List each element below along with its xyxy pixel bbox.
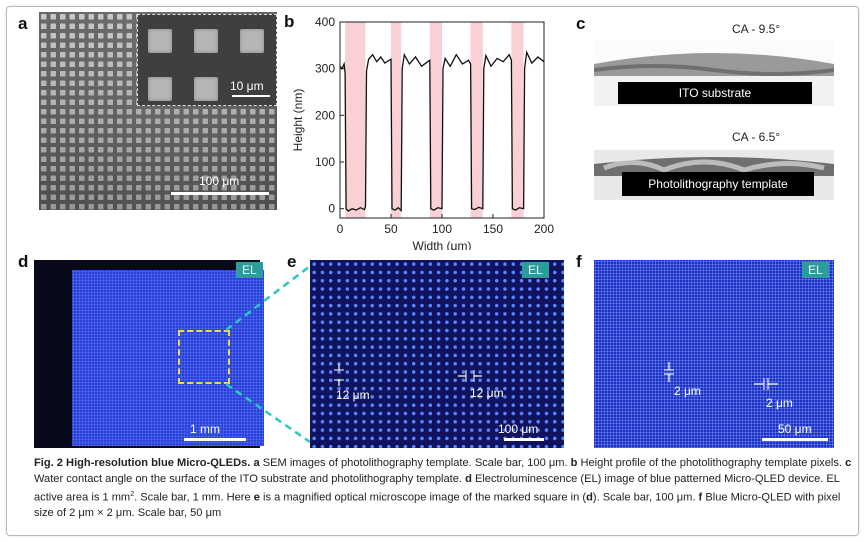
droplet-bottom [594,157,834,176]
highlight-band [511,22,524,218]
e-scale-label: 100 μm [498,422,539,436]
e-pixel-width: 12 μm [470,386,504,400]
e-measure-marks [334,364,482,386]
x-tick-label: 50 [384,222,398,236]
panel-label-b: b [284,12,295,31]
contact-angle-top: CA - 9.5° [732,22,781,36]
inset-pixel [240,29,264,53]
highlight-band [429,22,442,218]
el-badge-f: EL [802,262,829,278]
f-pixel-width: 2 μm [766,396,793,410]
caption-ref-d: d [586,491,593,504]
e-scale-bar [504,438,544,441]
caption-letter-c: c [845,457,852,469]
y-tick-label: 300 [315,62,335,76]
y-tick-label: 400 [315,15,335,29]
x-axis-label: Width (μm) [413,239,472,250]
el-image-2um: EL 2 μm 2 μm 50 μm [594,260,834,448]
caption-text-e: is a magnified optical microscope image … [259,491,587,504]
caption-fig-title: Fig. 2 High-resolution blue Micro-QLEDs. [34,457,251,469]
y-tick-label: 200 [315,108,335,122]
sem-scale-bar [171,192,269,195]
d-scale-label: 1 mm [190,422,220,436]
height-profile-line [339,50,545,212]
caption-text-a: SEM images of photolithography template.… [259,457,571,469]
inset-pixel [194,77,218,101]
x-tick-label: 100 [432,222,452,236]
inset-pixel [194,29,218,53]
caption-text-d2: . Scale bar, 1 mm. Here [134,491,254,504]
template-substrate: Photolithography template [622,172,814,196]
e-pixel-height: 12 μm [336,388,370,402]
figure-caption: Fig. 2 High-resolution blue Micro-QLEDs.… [34,456,852,522]
el-image-device: EL 1 mm [34,260,264,448]
height-profile-chart: 0 50 100 150 200 0 100 200 300 400 Width (μm) Heigh… [291,15,554,250]
f-pixel-height: 2 μm [674,384,701,398]
y-tick-label: 100 [315,155,335,169]
caption-text-c: Water contact angle on the surface of th… [34,472,466,485]
highlight-band [345,22,366,218]
el-badge-d: EL [236,262,263,278]
f-measure-marks [664,362,778,390]
y-tick-label: 0 [328,202,335,216]
y-axis-label: Height (nm) [291,89,305,152]
caption-text-d: Electroluminescence (EL) image of blue p… [34,472,840,504]
inset-scale-label: 10 μm [230,79,264,93]
contact-angle-bottom: CA - 6.5° [732,130,781,144]
caption-letter-f: f [698,491,703,504]
panel-label-e: e [287,252,297,271]
zoom-connector [226,265,311,444]
caption-letter-b: b [570,457,578,469]
ito-droplet-image: ITO substrate [594,40,834,106]
sem-inset: 10 μm [137,14,277,106]
panel-label-a: a [18,14,28,33]
caption-text-b: Height profile of the photolithography t… [577,457,846,469]
highlight-band [391,22,402,218]
f-scale-label: 50 μm [778,422,812,436]
caption-letter-d: d [465,472,472,485]
caption-text-f: Blue Micro-QLED with pixel size of 2 μm … [34,491,841,520]
x-tick-label: 150 [483,222,503,236]
ito-substrate: ITO substrate [618,82,812,104]
marked-square [178,330,230,384]
template-droplet-image: Photolithography template [594,150,834,200]
caption-text-e2: ). Scale bar, 100 μm. [592,491,699,504]
sem-scale-label: 100 μm [199,174,240,188]
panel-label-c: c [576,14,586,33]
caption-sup: 2 [130,491,135,498]
panel-label-f: f [576,252,582,271]
caption-letter-a: a [253,457,260,469]
caption-letter-e: e [253,491,260,504]
el-badge-e: EL [522,262,549,278]
el-image-magnified: EL 12 μm 12 μm 100 μm [310,260,564,448]
x-tick-label: 0 [337,222,344,236]
x-tick-label: 200 [534,222,554,236]
sem-image: 10 μm 100 μm [39,12,277,210]
panel-label-d: d [18,252,29,271]
inset-pixel [148,29,172,53]
highlight-band [470,22,483,218]
el-active-area [72,270,264,446]
d-scale-bar [184,438,246,441]
f-scale-bar [762,438,828,441]
inset-pixel [148,77,172,101]
inset-scale-bar [232,95,270,97]
